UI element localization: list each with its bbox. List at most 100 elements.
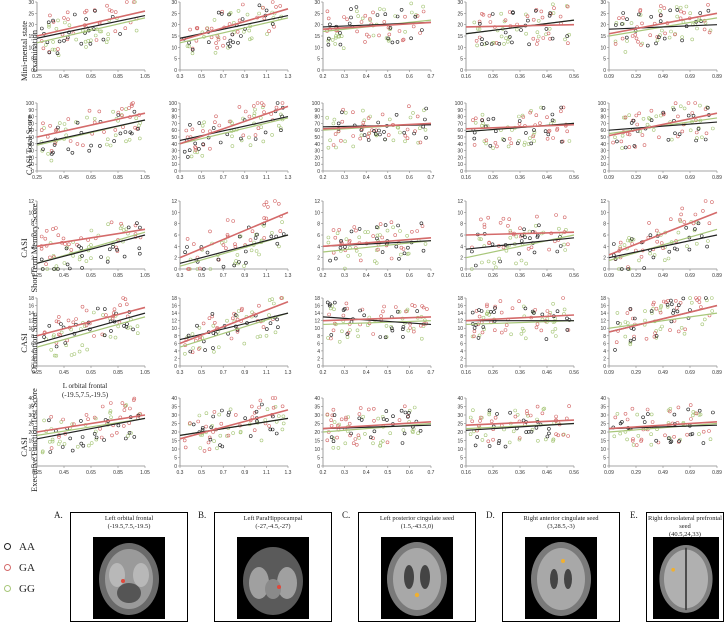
point-gg [473, 121, 478, 125]
point-gg [658, 9, 662, 13]
y-tick-label: 50 [314, 135, 320, 141]
point-ga [198, 266, 202, 271]
point-aa [231, 40, 235, 45]
point-ga [680, 206, 685, 211]
point-ga [486, 215, 491, 220]
point-ga [498, 299, 503, 303]
point-aa [112, 139, 116, 143]
x-tick-label: 0.29 [631, 273, 641, 279]
point-ga [695, 298, 699, 302]
point-aa [673, 131, 677, 136]
trendline-ga [322, 122, 432, 130]
y-tick-label: 6 [460, 233, 463, 239]
y-tick-label: 15 [600, 439, 606, 445]
point-gg [138, 136, 142, 141]
point-gg [334, 145, 338, 150]
point-ga [371, 436, 375, 441]
point-gg [700, 135, 704, 140]
y-tick-label: 20 [28, 155, 34, 161]
y-tick-label: 25 [600, 11, 606, 17]
x-tick-label: 0.4 [363, 273, 370, 279]
point-aa [490, 12, 495, 16]
x-tick-label: 0.4 [363, 175, 370, 181]
point-gg [191, 346, 195, 350]
point-ga [654, 306, 659, 311]
point-ga [386, 25, 391, 30]
point-gg [623, 50, 628, 54]
trendline-ga [36, 414, 146, 433]
point-ga [339, 240, 343, 244]
point-gg [635, 412, 640, 417]
point-ga [339, 138, 343, 143]
point-aa [475, 435, 480, 439]
point-aa [240, 17, 245, 21]
point-gg [50, 437, 55, 442]
y-tick-label: 10 [28, 162, 34, 168]
point-gg [387, 117, 392, 122]
point-aa [263, 130, 268, 135]
legend-marker-aa [4, 543, 11, 550]
point-aa [200, 427, 205, 432]
point-aa [357, 416, 362, 421]
point-aa [190, 47, 195, 52]
point-gg [228, 407, 233, 412]
x-tick-label: 0.56 [569, 175, 579, 181]
x-tick-label: 0.5 [384, 273, 391, 279]
y-tick-label: 90 [600, 108, 606, 114]
point-aa [328, 258, 332, 263]
point-ga [351, 134, 356, 138]
point-aa [359, 418, 364, 422]
point-gg [562, 242, 566, 247]
point-gg [236, 9, 241, 13]
point-ga [247, 114, 252, 119]
point-aa [390, 40, 395, 45]
point-aa [338, 42, 343, 47]
point-aa [421, 124, 426, 129]
point-aa [680, 38, 684, 43]
y-tick-label: 70 [457, 121, 463, 127]
point-ga [472, 143, 477, 147]
point-aa [343, 245, 347, 249]
point-ga [274, 5, 278, 9]
point-aa [185, 245, 189, 249]
point-aa [687, 247, 692, 252]
point-ga [250, 404, 254, 409]
point-ga [207, 435, 212, 440]
point-ga [561, 296, 565, 300]
point-aa [102, 333, 107, 338]
point-aa [211, 414, 215, 419]
point-gg [380, 414, 385, 419]
point-aa [401, 325, 406, 329]
point-ga [614, 340, 619, 345]
point-ga [619, 139, 624, 144]
x-tick-label: 0.45 [59, 470, 69, 476]
point-ga [507, 10, 512, 14]
x-tick-label: 0.7 [428, 175, 435, 181]
point-ga [84, 8, 89, 13]
point-gg [356, 14, 361, 18]
point-aa [648, 233, 653, 237]
y-tick-label: 80 [28, 115, 34, 121]
point-aa [270, 427, 275, 432]
y-tick-label: 10 [28, 326, 34, 332]
point-ga [561, 432, 566, 437]
point-aa [681, 296, 686, 301]
point-ga [252, 428, 257, 433]
point-aa [275, 241, 280, 246]
point-ga [363, 13, 368, 18]
point-ga [253, 133, 258, 137]
point-aa [629, 237, 634, 241]
point-ga [408, 321, 413, 326]
point-ga [207, 316, 212, 321]
point-ga [335, 435, 339, 440]
y-tick-label: 12 [314, 199, 320, 205]
point-aa [511, 10, 515, 14]
point-ga [648, 33, 653, 38]
point-ga [547, 247, 551, 252]
y-tick-label: 0 [174, 464, 177, 470]
point-aa [47, 50, 52, 55]
point-ga [331, 228, 336, 232]
